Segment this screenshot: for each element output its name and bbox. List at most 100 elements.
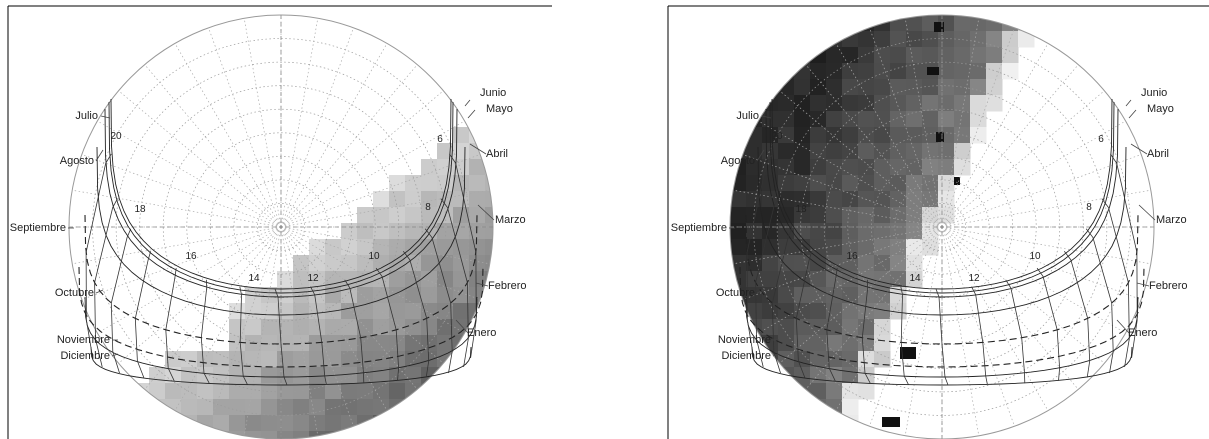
shade-cell: [762, 47, 779, 64]
azimuth-line: [72, 189, 282, 228]
shade-cell: [762, 207, 779, 224]
shade-cell: [906, 159, 923, 176]
month-label: Enero: [467, 327, 496, 339]
month-leader: [467, 109, 476, 119]
shade-cell: [794, 303, 811, 320]
shade-cell: [778, 351, 795, 368]
shade-cell: [794, 207, 811, 224]
shade-cell: [245, 367, 262, 384]
hour-line: [200, 279, 210, 384]
shade-cell: [810, 127, 827, 144]
month-label: Octubre: [55, 287, 94, 299]
shade-block: [882, 417, 900, 427]
shade-cell: [389, 271, 406, 288]
shade-cell: [810, 111, 827, 128]
shade-cell: [874, 287, 891, 304]
shade-cell: [149, 399, 166, 416]
hour-line: [755, 198, 779, 367]
shade-cell: [762, 399, 779, 416]
shade-cell: [826, 383, 843, 400]
azimuth-line: [941, 43, 1049, 228]
azimuth-line: [941, 226, 1126, 334]
shade-cell: [762, 287, 779, 304]
azimuth-line: [118, 226, 282, 364]
azimuth-line: [208, 226, 282, 427]
shade-cell: [293, 303, 310, 320]
hour-line: [402, 251, 430, 378]
shade-cell: [874, 127, 891, 144]
shade-cell: [277, 399, 294, 416]
shade-cell: [309, 271, 326, 288]
shade-cell: [762, 63, 779, 80]
shade-cell: [101, 415, 118, 432]
shade-cell: [826, 175, 843, 192]
shade-cell: [858, 31, 875, 48]
sun-path-curve: [96, 146, 466, 316]
shade-cell: [810, 15, 827, 32]
shade-cell: [357, 383, 374, 400]
shade-cell: [810, 415, 827, 432]
azimuth-line: [869, 27, 943, 228]
azimuth-line: [280, 226, 465, 334]
shade-cell: [261, 319, 278, 336]
shade-cell: [906, 239, 923, 256]
shade-cell: [277, 271, 294, 288]
shade-cell: [469, 127, 486, 144]
shade-cell: [730, 303, 747, 320]
shade-cell: [746, 287, 763, 304]
azimuth-line: [733, 189, 943, 228]
month-label: Noviembre: [57, 334, 110, 346]
shade-cell: [485, 415, 493, 432]
shade-cell: [101, 399, 118, 416]
hour-label: 14: [248, 273, 260, 284]
shade-cell: [181, 415, 198, 432]
month-label: Mayo: [1147, 103, 1174, 115]
shade-cell: [826, 303, 843, 320]
hour-line: [110, 228, 132, 374]
shade-cell: [325, 383, 342, 400]
azimuth-line: [280, 18, 319, 228]
shade-cell: [906, 47, 923, 64]
shade-cell: [746, 207, 763, 224]
shade-cell: [261, 415, 278, 432]
shade-cell: [389, 175, 406, 192]
shade-cell: [826, 319, 843, 336]
shade-cell: [149, 415, 166, 432]
shade-cell: [437, 287, 454, 304]
shade-cell: [229, 367, 246, 384]
shade-cell: [778, 111, 795, 128]
shade-cell: [341, 335, 358, 352]
hour-line: [771, 228, 793, 374]
shade-cell: [938, 31, 955, 48]
shade-cell: [778, 95, 795, 112]
shade-cell: [810, 159, 827, 176]
left-sun-path-panel: Junio Mayo Abril Marzo Febrero Enero Julio Agos…: [7, 5, 552, 439]
sun-path-curve: [108, 101, 454, 294]
shade-cell: [842, 191, 859, 208]
azimuth-line: [941, 226, 1079, 390]
hour-line: [746, 153, 773, 359]
shade-cell: [842, 63, 859, 80]
shade-cell: [762, 367, 779, 384]
shade-cell: [389, 223, 406, 240]
azimuth-line: [941, 189, 1151, 228]
month-label: Octubre: [716, 287, 755, 299]
shade-cell: [858, 383, 875, 400]
shade-cell: [890, 127, 907, 144]
shade-cell: [794, 63, 811, 80]
shade-cell: [778, 271, 795, 288]
shade-cell: [453, 271, 470, 288]
shade-cell: [117, 415, 134, 432]
shade-cell: [485, 127, 493, 144]
shade-cell: [890, 47, 907, 64]
shade-cell: [858, 47, 875, 64]
shade-cell: [810, 143, 827, 160]
shade-cell: [842, 271, 859, 288]
shade-cell: [874, 351, 891, 368]
shade-cell: [357, 351, 374, 368]
sun-path-curve: [769, 101, 1115, 294]
shade-cell: [357, 223, 374, 240]
shade-cell: [341, 287, 358, 304]
shade-cell: [293, 415, 310, 432]
month-label: Noviembre: [718, 334, 771, 346]
